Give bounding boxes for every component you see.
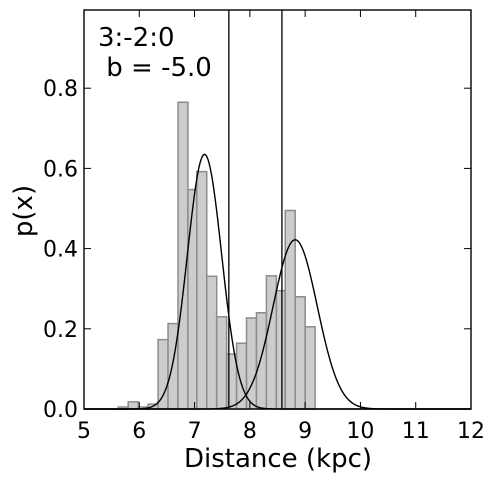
plot-frame xyxy=(83,9,472,410)
histogram-bar xyxy=(275,289,286,410)
vertical-lines xyxy=(228,10,283,409)
annotation-panel-id: 3:-2:0 xyxy=(98,23,175,53)
x-axis-label: Distance (kpc) xyxy=(184,444,372,474)
x-tick-label: 8 xyxy=(243,419,257,444)
x-tick-label: 12 xyxy=(457,419,485,444)
y-axis-label: p(x) xyxy=(9,185,39,237)
y-tick-label: 0.0 xyxy=(43,398,78,423)
histogram-bars xyxy=(117,101,316,410)
histogram-bar xyxy=(127,401,139,410)
x-tick-label: 6 xyxy=(132,419,146,444)
histogram-bar xyxy=(157,338,169,410)
histogram-bar xyxy=(255,312,268,410)
y-tick-label: 0.6 xyxy=(43,157,78,182)
histogram-bar xyxy=(196,170,208,410)
y-tick-labels: 0.0 0.2 0.4 0.6 0.8 xyxy=(43,77,78,423)
histogram-bar xyxy=(215,316,228,410)
x-tick-label: 9 xyxy=(298,419,312,444)
x-tick-label: 7 xyxy=(188,419,202,444)
histogram-bar xyxy=(294,295,306,410)
x-tick-label: 10 xyxy=(346,419,374,444)
histogram-bar xyxy=(177,101,189,410)
y-tick-label: 0.2 xyxy=(43,318,78,343)
x-tick-labels: 5 6 7 8 9 10 11 12 xyxy=(77,419,485,444)
histogram-bar xyxy=(225,353,238,410)
histogram-bar xyxy=(304,326,316,410)
annotation-b-value: b = -5.0 xyxy=(98,53,212,83)
x-tick-label: 5 xyxy=(77,419,91,444)
histogram-bar xyxy=(205,275,218,410)
x-tick-label: 11 xyxy=(402,419,430,444)
y-tick-label: 0.4 xyxy=(43,238,78,263)
histogram-bar xyxy=(245,317,258,410)
histogram-bar xyxy=(187,188,198,410)
y-tick-label: 0.8 xyxy=(43,77,78,102)
histogram-bar xyxy=(167,322,179,410)
